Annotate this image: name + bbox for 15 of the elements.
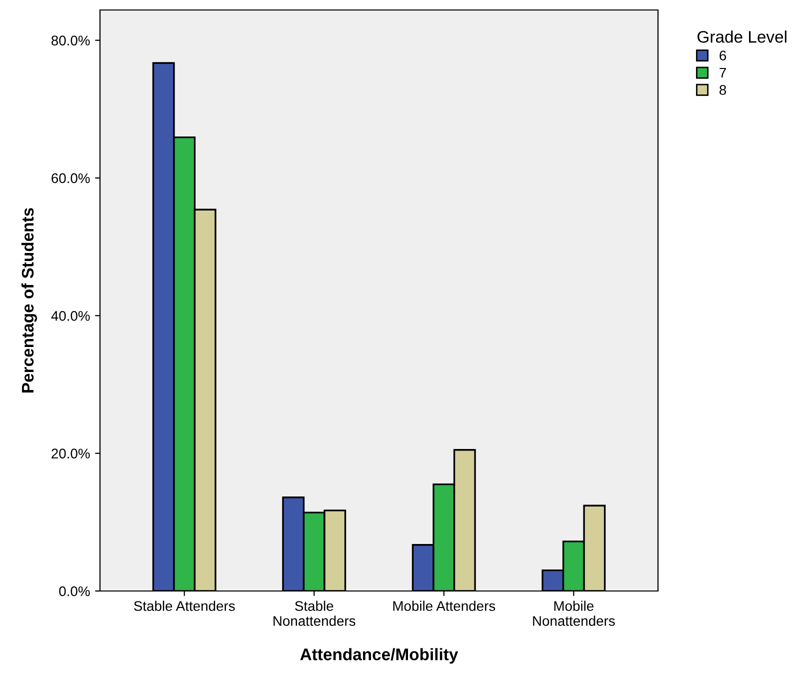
y-axis-title: Percentage of Students: [21, 208, 38, 392]
legend-title: Grade Level: [698, 30, 786, 43]
legend-label: 7: [720, 68, 726, 78]
y-tick-label: 20.0%: [52, 448, 90, 458]
x-tick-label: Mobile Attenders: [393, 600, 496, 611]
y-tick-label: 0.0%: [59, 586, 90, 596]
x-axis-title: Attendance/Mobility: [300, 648, 458, 664]
y-tick-label: 40.0%: [51, 310, 90, 321]
legend-label: 8: [720, 85, 726, 95]
x-tick-label: Stable Nonattenders: [274, 600, 356, 626]
x-tick-label: Stable Attenders: [134, 600, 235, 611]
y-tick-label: 60.0%: [52, 173, 90, 184]
x-tick-label: Mobile Nonattenders: [533, 600, 615, 626]
y-tick-label: 80.0%: [52, 36, 90, 46]
legend-label: 6: [720, 50, 726, 60]
